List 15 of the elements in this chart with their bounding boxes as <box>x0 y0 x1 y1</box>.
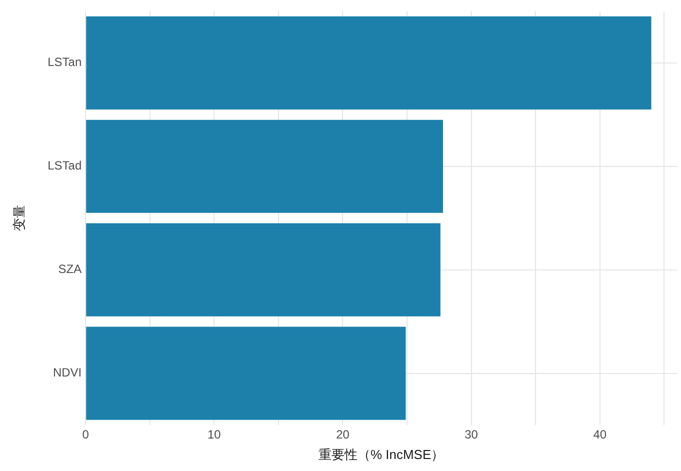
y-axis-title: 变量 <box>11 205 26 232</box>
y-tick-label: SZA <box>58 262 82 276</box>
x-axis-title: 重要性（% IncMSE） <box>318 446 444 462</box>
y-tick-label: LSTad <box>48 158 82 173</box>
x-tick-label: 30 <box>464 428 478 442</box>
x-tick-label: 40 <box>593 428 607 442</box>
y-tick-label: NDVI <box>52 366 82 380</box>
bar <box>86 16 652 110</box>
x-tick-label: 0 <box>82 428 90 442</box>
bar <box>86 223 440 316</box>
bar <box>86 326 406 420</box>
x-tick-label: 20 <box>336 428 350 442</box>
bar <box>86 120 444 213</box>
y-tick-label: LSTan <box>48 55 82 70</box>
x-tick-label: 10 <box>208 428 222 442</box>
